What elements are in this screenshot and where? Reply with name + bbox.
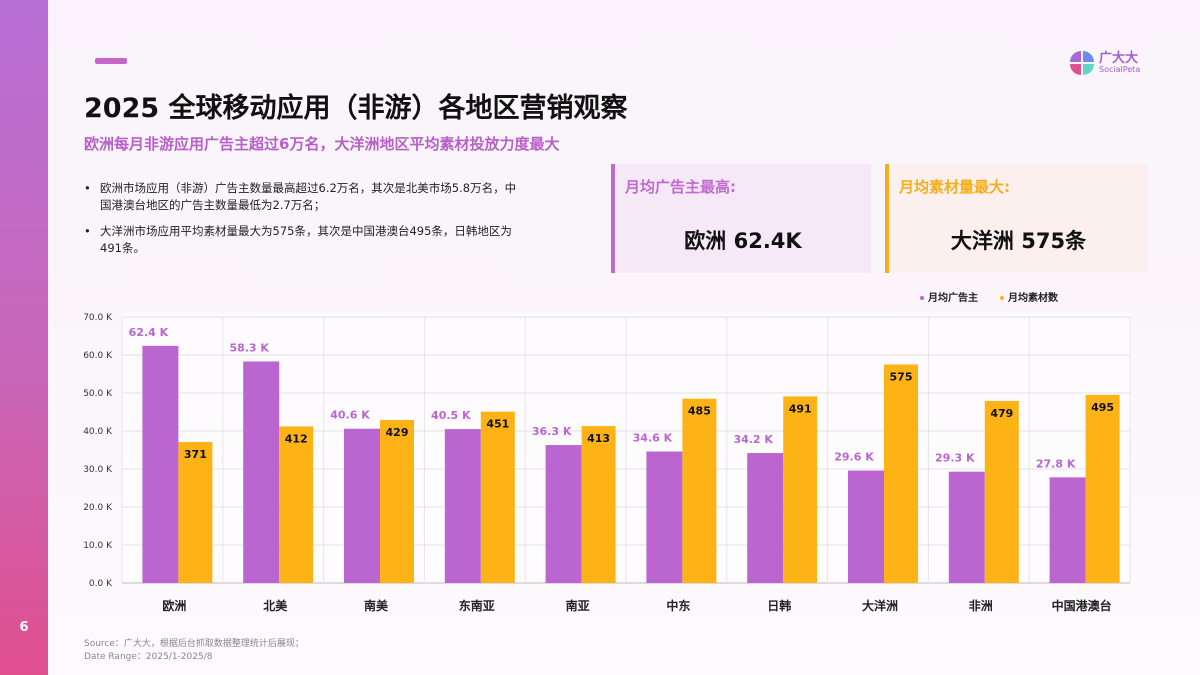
y-tick-label: 0.0 K bbox=[89, 579, 113, 589]
y-tick-label: 10.0 K bbox=[83, 541, 113, 551]
data-label-creatives: 485 bbox=[688, 405, 711, 418]
data-label-advertisers: 29.3 K bbox=[935, 452, 975, 465]
bar-creatives bbox=[984, 400, 1019, 583]
data-label-advertisers: 27.8 K bbox=[1036, 457, 1076, 470]
footnote: Source：广大大，根据后台抓取数据整理统计后展现； Date Range：2… bbox=[84, 638, 304, 664]
y-tick-label: 70.0 K bbox=[83, 313, 113, 323]
highlight-value: 欧洲 62.4K bbox=[684, 229, 802, 253]
chart-legend: 月均广告主 月均素材数 bbox=[920, 289, 1058, 304]
data-label-creatives: 479 bbox=[990, 407, 1013, 420]
bullet-list: 欧洲市场应用（非游）广告主数量最高超过6.2万名，其次是北美市场5.8万名，中国… bbox=[84, 180, 524, 266]
bar-advertisers bbox=[344, 428, 380, 583]
x-tick-label: 非洲 bbox=[969, 598, 993, 613]
page-subtitle: 欧洲每月非游应用广告主超过6万名，大洋洲地区平均素材投放力度最大 bbox=[84, 135, 560, 153]
data-label-creatives: 412 bbox=[285, 432, 308, 445]
y-tick-label: 20.0 K bbox=[83, 503, 113, 513]
legend-creatives: 月均素材数 bbox=[1000, 289, 1058, 304]
bar-creatives bbox=[279, 426, 314, 583]
x-tick-label: 中国港澳台 bbox=[1052, 598, 1112, 613]
highlight-advertisers: 月均广告主最高: 欧洲 62.4K bbox=[611, 164, 871, 273]
side-strip bbox=[0, 0, 48, 675]
page-title: 2025 全球移动应用（非游）各地区营销观察 bbox=[84, 93, 628, 124]
x-tick-label: 欧洲 bbox=[162, 598, 186, 613]
bar-advertisers bbox=[243, 361, 280, 583]
highlight-creatives: 月均素材量最大: 大洋洲 575条 bbox=[885, 164, 1148, 273]
logo-en: SocialPeta bbox=[1099, 64, 1141, 74]
data-label-advertisers: 40.5 K bbox=[431, 409, 471, 422]
highlight-label: 月均广告主最高: bbox=[625, 178, 736, 196]
data-label-creatives: 413 bbox=[587, 432, 610, 445]
x-tick-label: 大洋洲 bbox=[862, 598, 898, 613]
bar-advertisers bbox=[646, 451, 683, 583]
data-label-advertisers: 62.4 K bbox=[129, 326, 169, 339]
data-label-advertisers: 40.6 K bbox=[330, 409, 370, 422]
bar-creatives bbox=[178, 442, 213, 583]
bar-advertisers bbox=[1049, 477, 1086, 583]
data-label-creatives: 495 bbox=[1091, 401, 1114, 414]
bar-creatives bbox=[1085, 394, 1120, 583]
highlight-value: 大洋洲 575条 bbox=[950, 229, 1087, 253]
data-label-advertisers: 29.6 K bbox=[834, 451, 874, 464]
x-tick-label: 东南亚 bbox=[459, 598, 495, 613]
bar-creatives bbox=[581, 426, 616, 583]
bar-advertisers bbox=[948, 471, 985, 583]
data-label-advertisers: 58.3 K bbox=[229, 341, 269, 354]
y-tick-label: 60.0 K bbox=[83, 351, 113, 361]
y-tick-label: 30.0 K bbox=[83, 465, 113, 475]
logo: 广大大 SocialPeta bbox=[1069, 50, 1140, 76]
data-label-creatives: 429 bbox=[386, 426, 409, 439]
page-number: 6 bbox=[19, 620, 29, 635]
legend-advertisers: 月均广告主 bbox=[920, 289, 978, 304]
data-label-advertisers: 34.6 K bbox=[633, 432, 673, 445]
y-tick-label: 40.0 K bbox=[83, 427, 113, 437]
data-label-advertisers: 34.2 K bbox=[733, 433, 773, 446]
logo-icon bbox=[1070, 51, 1094, 75]
data-label-creatives: 371 bbox=[184, 448, 207, 461]
bullet-item: 欧洲市场应用（非游）广告主数量最高超过6.2万名，其次是北美市场5.8万名，中国… bbox=[84, 180, 524, 214]
bar-advertisers bbox=[747, 453, 784, 583]
x-tick-label: 南美 bbox=[364, 598, 389, 613]
x-tick-label: 日韩 bbox=[767, 598, 791, 613]
bar-advertisers bbox=[444, 429, 481, 583]
bar-creatives bbox=[884, 364, 918, 583]
data-label-creatives: 491 bbox=[789, 402, 812, 415]
logo-name: 广大大 bbox=[1099, 50, 1139, 66]
bullet-item: 大洋洲市场应用平均素材量最大为575条，其次是中国港澳台495条，日韩地区为49… bbox=[84, 223, 524, 257]
bar-creatives bbox=[783, 396, 818, 583]
bar-advertisers bbox=[142, 345, 179, 583]
bar-creatives bbox=[480, 411, 515, 583]
source-text: Source：广大大，根据后台抓取数据整理统计后展现； bbox=[84, 639, 304, 649]
x-tick-label: 中东 bbox=[666, 598, 690, 613]
highlight-label: 月均素材量最大: bbox=[899, 178, 1010, 196]
bar-advertisers bbox=[848, 470, 884, 583]
bar-creatives bbox=[682, 398, 717, 583]
title-accent bbox=[95, 58, 127, 64]
bar-creatives bbox=[380, 419, 414, 583]
bar-advertisers bbox=[545, 445, 582, 583]
date-range: Date Range：2025/1-2025/8 bbox=[84, 652, 213, 662]
x-tick-label: 北美 bbox=[263, 598, 288, 613]
y-tick-label: 50.0 K bbox=[83, 389, 113, 399]
data-label-creatives: 451 bbox=[486, 418, 509, 431]
x-tick-label: 南亚 bbox=[566, 598, 590, 613]
data-label-advertisers: 36.3 K bbox=[532, 425, 572, 438]
data-label-creatives: 575 bbox=[890, 371, 913, 384]
